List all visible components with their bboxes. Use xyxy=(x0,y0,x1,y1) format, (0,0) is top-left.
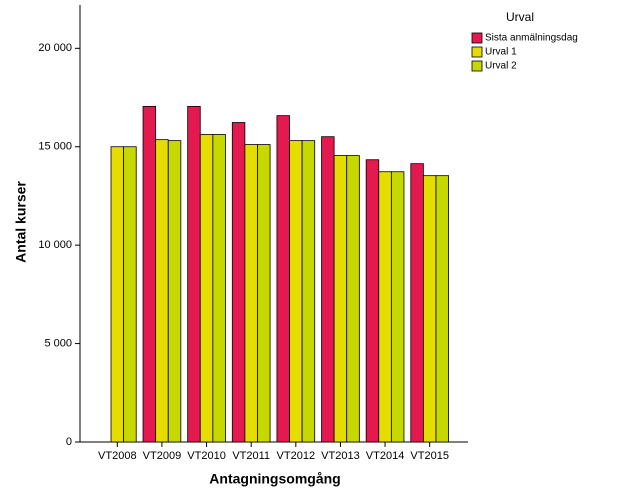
bar xyxy=(155,139,169,443)
legend-label: Sista anmälningsdag xyxy=(485,33,578,44)
bar xyxy=(321,136,335,443)
y-tick-label: 10 000 xyxy=(38,239,72,251)
x-tick-label: VT2008 xyxy=(98,450,137,462)
y-axis-label: Antal kurser xyxy=(13,181,29,263)
y-tick-label: 0 xyxy=(66,436,72,448)
y-tick-label: 20 000 xyxy=(38,42,72,54)
y-tick-label: 5 000 xyxy=(44,337,72,349)
bar xyxy=(167,140,182,443)
legend-label: Urval 2 xyxy=(485,61,517,72)
bar xyxy=(346,155,360,443)
x-tick-label: VT2015 xyxy=(410,450,449,462)
bar xyxy=(212,134,226,443)
legend-swatch xyxy=(471,32,483,44)
x-tick-label: VT2011 xyxy=(232,450,270,462)
legend-swatch xyxy=(471,46,483,58)
legend-title: Urval xyxy=(506,10,534,24)
bar xyxy=(365,159,380,443)
bar xyxy=(244,144,258,443)
legend-swatch xyxy=(471,60,483,72)
x-tick-label: VT2013 xyxy=(321,450,360,462)
bar xyxy=(231,122,246,443)
legend-label: Urval 1 xyxy=(485,47,517,58)
bar xyxy=(142,105,157,443)
x-tick-label: VT2014 xyxy=(366,450,405,462)
x-tick-label: VT2012 xyxy=(277,450,316,462)
bar xyxy=(199,134,214,443)
bar xyxy=(257,144,271,443)
bar xyxy=(301,140,316,443)
bar xyxy=(187,105,201,443)
y-tick-label: 15 000 xyxy=(38,141,72,153)
x-axis-label: Antagningsomgång xyxy=(209,471,340,487)
x-tick-label: VT2010 xyxy=(187,450,226,462)
bar xyxy=(390,171,405,443)
bar xyxy=(276,115,290,443)
bar xyxy=(123,146,137,443)
bar xyxy=(289,140,303,443)
x-tick-label: VT2009 xyxy=(143,450,182,462)
bar xyxy=(410,163,424,443)
bar xyxy=(110,146,125,443)
bar xyxy=(378,171,392,443)
bar xyxy=(333,155,348,443)
bar xyxy=(422,175,437,443)
bar xyxy=(435,175,449,443)
